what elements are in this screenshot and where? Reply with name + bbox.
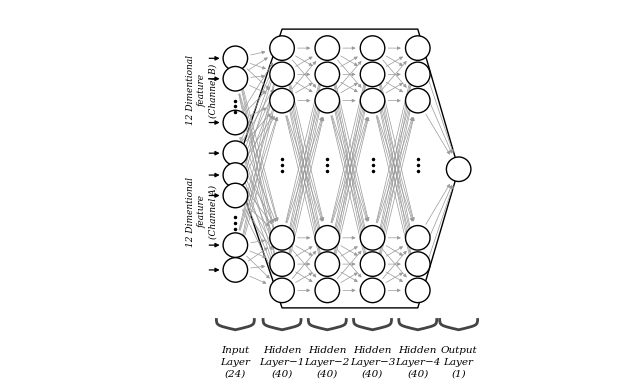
Circle shape: [406, 62, 430, 87]
Circle shape: [406, 252, 430, 276]
Text: Hidden
Layer−1
(40): Hidden Layer−1 (40): [259, 346, 305, 378]
Text: 12 Dimentional
feature
(Channel B): 12 Dimentional feature (Channel B): [186, 56, 218, 126]
Circle shape: [223, 141, 248, 165]
Circle shape: [315, 278, 340, 303]
Circle shape: [223, 233, 248, 257]
Circle shape: [223, 258, 248, 282]
Circle shape: [360, 278, 385, 303]
Text: Hidden
Layer−4
(40): Hidden Layer−4 (40): [395, 346, 440, 378]
Text: Hidden
Layer−2
(40): Hidden Layer−2 (40): [305, 346, 350, 378]
Circle shape: [223, 46, 248, 70]
Circle shape: [360, 36, 385, 60]
Circle shape: [406, 278, 430, 303]
Circle shape: [270, 226, 294, 250]
Text: Hidden
Layer−3
(40): Hidden Layer−3 (40): [350, 346, 396, 378]
Circle shape: [360, 252, 385, 276]
Circle shape: [406, 36, 430, 60]
Text: Input
Layer
(24): Input Layer (24): [220, 346, 250, 378]
Circle shape: [360, 62, 385, 87]
Circle shape: [270, 88, 294, 113]
Circle shape: [315, 252, 340, 276]
Circle shape: [406, 226, 430, 250]
Circle shape: [315, 62, 340, 87]
Circle shape: [223, 183, 248, 208]
Circle shape: [446, 157, 471, 181]
Circle shape: [360, 88, 385, 113]
Circle shape: [270, 36, 294, 60]
Circle shape: [360, 226, 385, 250]
Circle shape: [223, 110, 248, 135]
Circle shape: [223, 163, 248, 187]
Circle shape: [315, 226, 340, 250]
Circle shape: [270, 252, 294, 276]
Circle shape: [315, 36, 340, 60]
Circle shape: [270, 278, 294, 303]
Circle shape: [315, 88, 340, 113]
Text: 12 Dimentional
feature
(Channel A): 12 Dimentional feature (Channel A): [186, 177, 218, 247]
Circle shape: [223, 66, 248, 91]
Circle shape: [270, 62, 294, 87]
Circle shape: [406, 88, 430, 113]
Text: Output
Layer
(1): Output Layer (1): [440, 346, 477, 378]
